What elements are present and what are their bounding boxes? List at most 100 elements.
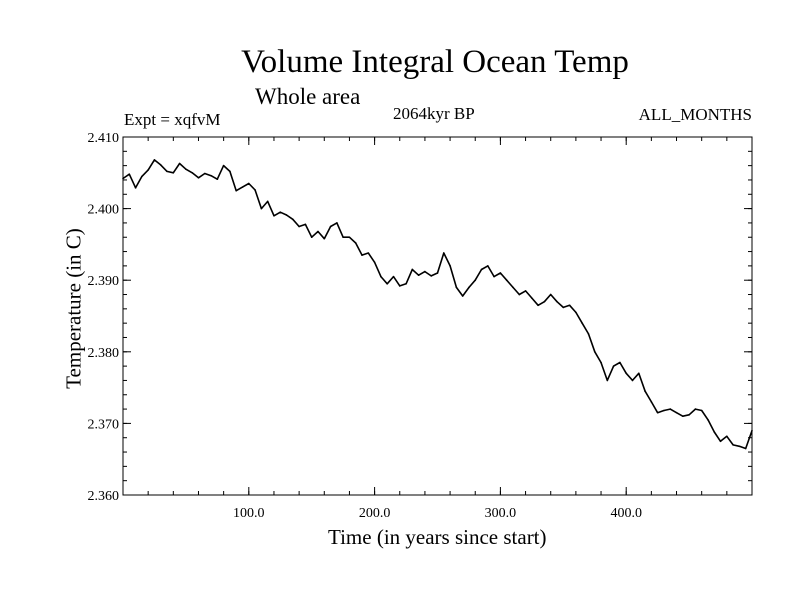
data-point [222, 164, 225, 167]
chart-subtitle: Whole area [255, 84, 361, 109]
data-point [172, 172, 175, 174]
y-tick-label: 2.400 [88, 203, 120, 218]
data-point [688, 414, 690, 416]
data-point [480, 268, 483, 271]
data-point [487, 265, 489, 267]
data-point [606, 379, 609, 382]
data-point [751, 429, 753, 432]
data-point [600, 361, 602, 364]
data-point [392, 275, 395, 278]
data-point [310, 236, 313, 239]
data-point [203, 172, 206, 175]
data-point [153, 159, 156, 161]
data-point [317, 230, 319, 233]
data-point [380, 275, 382, 278]
data-point [141, 175, 143, 178]
data-point [531, 297, 533, 299]
data-point [122, 177, 124, 180]
data-point [266, 200, 269, 203]
data-point [235, 189, 238, 192]
data-point [625, 372, 627, 375]
data-point [191, 172, 193, 174]
data-point [726, 435, 728, 438]
data-point [210, 174, 212, 177]
data-point [505, 279, 508, 282]
data-point [166, 170, 168, 173]
data-point [323, 237, 326, 240]
data-point [675, 411, 678, 414]
y-tick-label: 2.380 [88, 346, 120, 361]
x-axis-label: Time (in years since start) [328, 525, 547, 549]
data-point [593, 351, 596, 353]
data-point [442, 252, 445, 254]
x-tick-label: 400.0 [610, 506, 642, 521]
axis-ticks: 2.360 2.370 2.380 2.390 2.400 2.410 100.0 200.0… [88, 131, 753, 521]
data-point [744, 447, 747, 450]
data-point [436, 272, 439, 274]
y-tick-label: 2.360 [88, 489, 120, 504]
plot-frame [122, 136, 753, 496]
data-point [361, 254, 363, 256]
data-point [405, 282, 407, 285]
data-point [543, 300, 546, 303]
data-point [285, 214, 288, 216]
series-layer [122, 159, 753, 450]
experiment-label: Expt = xqfvM [124, 110, 221, 129]
data-point [518, 293, 521, 296]
data-point [549, 293, 552, 296]
data-point [336, 222, 338, 224]
data-point [474, 279, 477, 282]
data-point [669, 408, 672, 410]
data-point [524, 290, 527, 292]
data-point [373, 261, 376, 264]
y-tick-label: 2.370 [88, 417, 120, 432]
data-point [644, 390, 646, 392]
data-point [568, 304, 571, 307]
data-point [700, 409, 703, 412]
data-point [713, 431, 716, 433]
data-point [732, 444, 734, 446]
data-point [134, 187, 137, 189]
data-point [499, 272, 502, 274]
data-point [575, 311, 577, 314]
data-point [159, 164, 162, 166]
chart-title: Volume Integral Ocean Temp [241, 44, 629, 80]
y-tick-label: 2.410 [88, 131, 120, 146]
data-point [738, 445, 741, 448]
data-point [612, 365, 615, 367]
data-point [656, 411, 659, 414]
period-label: 2064kyr BP [393, 104, 475, 123]
data-point [248, 182, 250, 185]
data-point [185, 168, 187, 171]
x-tick-label: 100.0 [233, 506, 265, 521]
data-point [342, 236, 344, 239]
data-point [386, 282, 388, 285]
data-point [298, 225, 300, 228]
data-point [587, 333, 590, 335]
data-point [631, 379, 634, 382]
data-point [128, 173, 131, 176]
data-point [650, 401, 653, 403]
data-point [619, 361, 621, 364]
data-point [512, 286, 514, 289]
data-point [455, 286, 458, 289]
data-point [216, 178, 219, 181]
data-point [581, 322, 583, 324]
data-point [304, 223, 307, 226]
data-point [663, 409, 665, 412]
data-point [468, 286, 470, 289]
data-point [556, 300, 558, 303]
data-point [147, 169, 149, 171]
data-point [682, 415, 684, 418]
months-label: ALL_MONTHS [638, 105, 752, 124]
data-point [707, 419, 709, 421]
data-point [367, 252, 370, 254]
data-point [197, 177, 200, 179]
data-point [273, 214, 275, 217]
data-point [229, 170, 231, 173]
x-tick-label: 200.0 [359, 506, 391, 521]
data-point [537, 304, 539, 307]
y-tick-label: 2.390 [88, 274, 120, 289]
data-point [254, 189, 256, 191]
